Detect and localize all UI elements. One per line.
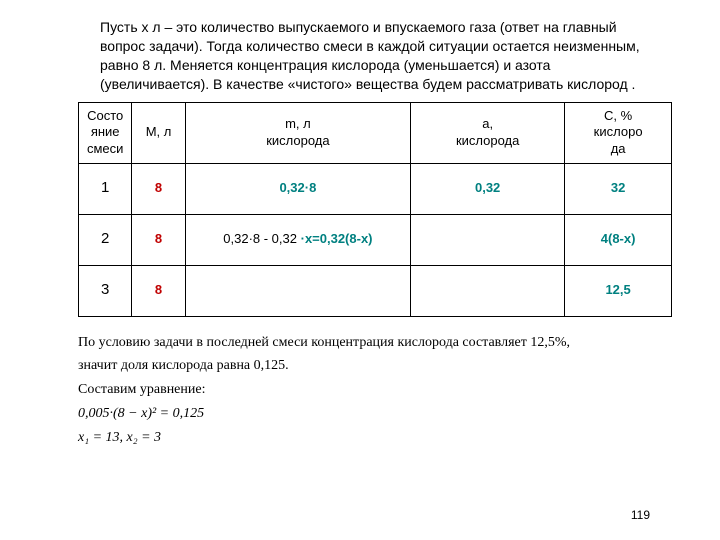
cell-a-3	[411, 265, 565, 316]
col-m: m, л кислорода	[185, 102, 410, 163]
col-C-l2: кислоро	[571, 124, 665, 140]
col-M: М, л	[132, 102, 185, 163]
cell-m-2-strong: ·х=0,32(8-х)	[301, 231, 373, 246]
table-header-row: Состо яние смеси М, л m, л кислорода а, …	[79, 102, 672, 163]
table-row: 3 8 12,5	[79, 265, 672, 316]
col-state-l2: яние	[85, 124, 125, 140]
after-text: По условию задачи в последней смеси конц…	[0, 317, 720, 450]
cell-m-3	[185, 265, 410, 316]
col-M-l1: М, л	[138, 124, 178, 140]
data-table: Состо яние смеси М, л m, л кислорода а, …	[78, 102, 672, 317]
col-a: а, кислорода	[411, 102, 565, 163]
page-number: 119	[631, 508, 650, 522]
cell-a-1: 0,32	[411, 163, 565, 214]
equation-2: x₁ = 13, x₂ = 3	[78, 426, 660, 450]
col-C-l3: да	[571, 141, 665, 157]
col-m-l2: кислорода	[192, 133, 404, 149]
cell-a-2	[411, 214, 565, 265]
intro-paragraph: Пусть х л – это количество выпускаемого …	[0, 0, 720, 102]
cell-m-2-plain: 0,32·8 - 0,32	[223, 231, 297, 246]
data-table-wrap: Состо яние смеси М, л m, л кислорода а, …	[0, 102, 720, 317]
col-state-l1: Состо	[85, 108, 125, 124]
col-state: Состо яние смеси	[79, 102, 132, 163]
col-m-l1: m, л	[192, 116, 404, 132]
cell-state-3: 3	[79, 265, 132, 316]
col-C: С, % кислоро да	[565, 102, 672, 163]
col-a-l1: а,	[417, 116, 558, 132]
cell-C-1: 32	[565, 163, 672, 214]
cell-state-1: 1	[79, 163, 132, 214]
cell-C-2: 4(8-х)	[565, 214, 672, 265]
col-C-l1: С, %	[571, 108, 665, 124]
after-line2: значит доля кислорода равна 0,125.	[78, 354, 660, 378]
table-row: 2 8 0,32·8 - 0,32 ·х=0,32(8-х) 4(8-х)	[79, 214, 672, 265]
after-line1: По условию задачи в последней смеси конц…	[78, 331, 660, 355]
cell-M-2: 8	[132, 214, 185, 265]
cell-m-1: 0,32·8	[185, 163, 410, 214]
cell-state-2: 2	[79, 214, 132, 265]
cell-m-2: 0,32·8 - 0,32 ·х=0,32(8-х)	[185, 214, 410, 265]
cell-M-1: 8	[132, 163, 185, 214]
cell-M-3: 8	[132, 265, 185, 316]
cell-C-3: 12,5	[565, 265, 672, 316]
equation-1: 0,005·(8 − x)² = 0,125	[78, 402, 660, 426]
col-state-l3: смеси	[85, 141, 125, 157]
col-a-l2: кислорода	[417, 133, 558, 149]
after-line3: Составим уравнение:	[78, 378, 660, 402]
table-row: 1 8 0,32·8 0,32 32	[79, 163, 672, 214]
